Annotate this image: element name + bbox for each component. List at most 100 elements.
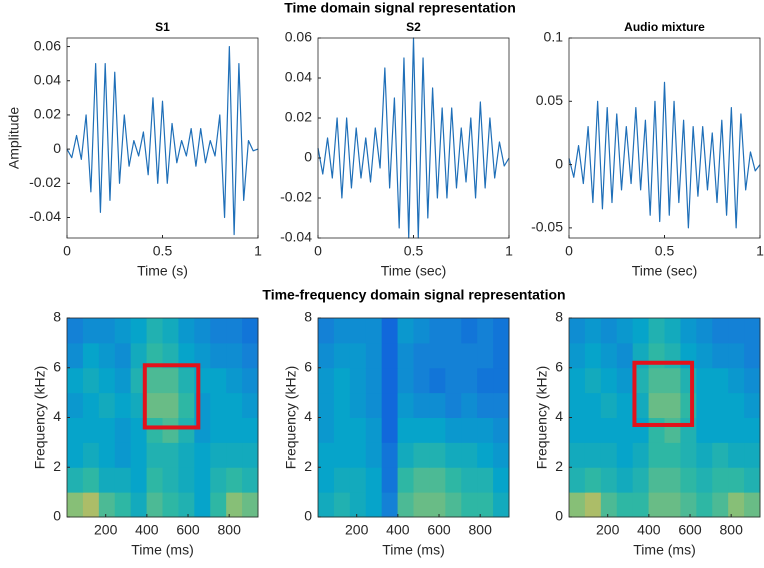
heatmap-cell (114, 318, 132, 344)
heatmap-cell (365, 342, 383, 369)
heatmap-cell (648, 442, 665, 468)
heatmap-cell (493, 492, 510, 518)
y-tick-label: -0.02 (29, 174, 61, 190)
heatmap-cell (162, 392, 179, 418)
heatmap-cell (162, 318, 179, 344)
heatmap-cell (381, 467, 399, 493)
heatmap-cell (696, 318, 713, 344)
heatmap-cell (333, 417, 351, 443)
heatmap-cell (242, 392, 259, 418)
heatmap-cell (318, 318, 335, 344)
heatmap-cell (194, 442, 211, 468)
x-tick-label: 0.5 (655, 243, 675, 259)
heatmap-cell (744, 318, 761, 344)
heatmap-cell (728, 467, 745, 493)
y-tick-label: 6 (53, 358, 61, 374)
heatmap-cell (210, 367, 227, 394)
suptitle: Time domain signal representation (284, 0, 516, 16)
heatmap-cell (632, 492, 650, 518)
heatmap-cell (429, 467, 446, 493)
heatmap-cell (130, 492, 148, 518)
y-axis-label: Frequency (kHz) (534, 366, 550, 469)
heatmap-cell (210, 392, 227, 418)
y-tick-label: 0.06 (34, 37, 61, 53)
heatmap-cell (194, 492, 211, 518)
heatmap-cell (493, 318, 510, 344)
heatmap-cell (146, 492, 163, 518)
heatmap-cell (162, 442, 179, 468)
heatmap-cell (477, 342, 494, 369)
x-tick-label: 600 (678, 522, 702, 538)
heatmap-cell (82, 342, 100, 369)
y-axis-label: Frequency (kHz) (283, 366, 299, 469)
heatmap-cell (648, 392, 665, 418)
heatmap-cell (365, 318, 383, 344)
heatmap-cell (664, 318, 681, 344)
heatmap-cell (445, 392, 462, 418)
y-tick-label: 0 (555, 155, 563, 171)
heatmap-cell (365, 442, 383, 468)
heatmap-cell (664, 392, 681, 418)
heatmap-cell (98, 492, 116, 518)
y-tick-label: -0.04 (29, 208, 61, 224)
heatmap-cell (381, 417, 399, 443)
heatmap-cell (493, 417, 510, 443)
x-tick-label: 1 (756, 243, 764, 259)
y-tick-label: 0 (53, 508, 61, 524)
heatmap-cell (445, 492, 462, 518)
heatmap-cell (67, 442, 84, 468)
heatmap-cell (569, 367, 586, 394)
heatmap-cell (429, 492, 446, 518)
highlight-box (142, 363, 201, 430)
x-axis-label: Time (ms) (382, 542, 444, 558)
heatmap-cell (616, 318, 634, 344)
x-tick-label: 0 (565, 243, 573, 259)
heatmap-cell (600, 342, 618, 369)
heatmap-cell (365, 367, 383, 394)
heatmap-cell (349, 442, 367, 468)
heatmap-cell (569, 342, 586, 369)
heatmap-cell (696, 342, 713, 369)
heatmap-cell (632, 442, 650, 468)
heatmap-cell (242, 367, 259, 394)
heatmap-cell (728, 342, 745, 369)
heatmap-cell (584, 492, 602, 518)
heatmap-cell (600, 467, 618, 493)
heatmap-cell (333, 318, 351, 344)
heatmap-cell (728, 318, 745, 344)
heatmap-cell (333, 392, 351, 418)
heatmap-cell (728, 492, 745, 518)
subplot: 0 2 4 6 8 200 400 600 800 Time (ms) Frequency (kHz… (32, 309, 259, 558)
heatmap-cell (429, 442, 446, 468)
heatmap-cell (445, 342, 462, 369)
plot-area (569, 38, 760, 238)
heatmap-cell (584, 442, 602, 468)
heatmap-cell (728, 442, 745, 468)
x-axis-label: Time (ms) (131, 542, 193, 558)
heatmap-cell (461, 492, 478, 518)
heatmap-cell (600, 492, 618, 518)
heatmap-cell (226, 318, 243, 344)
heatmap-cell (349, 318, 367, 344)
y-tick-label: 4 (53, 408, 61, 424)
heatmap-cell (744, 417, 761, 443)
heatmap-cell (162, 492, 179, 518)
heatmap-cell (318, 417, 335, 443)
heatmap-cell (477, 367, 494, 394)
y-axis-label: Amplitude (6, 107, 22, 169)
suptitle: Time-frequency domain signal representat… (262, 287, 565, 303)
heatmap-cell (67, 342, 84, 369)
heatmap-cell (413, 467, 430, 493)
heatmap-cell (728, 392, 745, 418)
heatmap-cell (349, 417, 367, 443)
x-tick-label: 0.5 (404, 243, 424, 259)
heatmap-cell (712, 367, 729, 394)
heatmap-cell (413, 417, 430, 443)
heatmap-cell (744, 492, 761, 518)
heatmap-cell (333, 367, 351, 394)
heatmap-cell (429, 342, 446, 369)
heatmap-cell (162, 417, 179, 443)
heatmap-cell (210, 342, 227, 369)
y-tick-label: 0.04 (285, 69, 312, 85)
heatmap-cell (318, 442, 335, 468)
